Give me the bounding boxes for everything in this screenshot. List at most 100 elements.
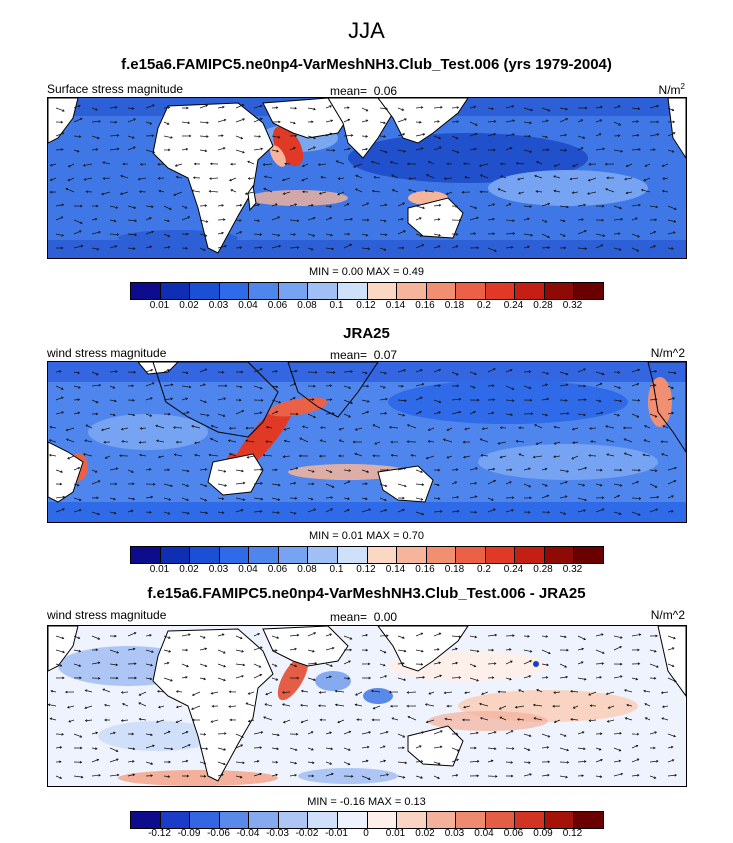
wind-vector bbox=[451, 371, 459, 376]
wind-vector-head bbox=[674, 679, 677, 683]
wind-vector-head bbox=[258, 135, 262, 138]
wind-vector bbox=[469, 121, 478, 126]
wind-vector-head bbox=[275, 760, 279, 764]
wind-vector-head bbox=[175, 175, 179, 179]
wind-vector bbox=[325, 371, 335, 373]
wind-vector-head bbox=[223, 469, 227, 473]
wind-vector-head bbox=[599, 483, 603, 487]
wind-vector bbox=[73, 412, 80, 415]
wind-vector bbox=[104, 704, 111, 707]
wind-vector-head bbox=[186, 411, 190, 414]
wind-vector bbox=[481, 454, 489, 457]
wind-vector-head bbox=[350, 370, 354, 373]
wind-vector bbox=[487, 760, 494, 763]
wind-vector-head bbox=[62, 495, 66, 499]
wind-vector bbox=[271, 733, 280, 736]
wind-vector bbox=[433, 245, 441, 249]
wind-vector bbox=[355, 691, 363, 696]
wind-vector-head bbox=[509, 468, 513, 472]
colorbar-swatch bbox=[485, 547, 516, 563]
wind-vector bbox=[289, 482, 296, 485]
wind-vector bbox=[451, 135, 458, 140]
wind-vector-head bbox=[655, 205, 659, 209]
wind-vector-head bbox=[60, 120, 64, 124]
wind-vector-head bbox=[493, 508, 496, 512]
wind-vector-head bbox=[240, 744, 244, 747]
wind-vector-head bbox=[402, 636, 405, 639]
colorbar-swatch bbox=[367, 812, 398, 828]
wind-vector bbox=[271, 483, 281, 486]
wind-vector bbox=[120, 175, 129, 179]
wind-vector-head bbox=[636, 758, 640, 761]
wind-vector bbox=[631, 677, 638, 680]
wind-vector bbox=[228, 440, 237, 443]
wind-vector bbox=[361, 634, 368, 637]
wind-vector-head bbox=[133, 206, 137, 209]
wind-vector-head bbox=[499, 426, 503, 429]
wind-vector bbox=[91, 469, 98, 473]
wind-vector-head bbox=[606, 720, 610, 723]
panel-2-wind-vectors bbox=[48, 368, 677, 516]
wind-vector-head bbox=[564, 133, 568, 137]
wind-vector-head bbox=[368, 676, 372, 680]
wind-vector-head bbox=[660, 440, 664, 444]
wind-vector-head bbox=[590, 440, 593, 443]
wind-vector-head bbox=[277, 511, 280, 514]
colorbar-swatch bbox=[574, 812, 603, 828]
wind-vector bbox=[343, 747, 351, 751]
wind-vector bbox=[127, 233, 137, 236]
wind-vector bbox=[559, 134, 567, 137]
wind-vector bbox=[55, 635, 64, 639]
wind-vector-head bbox=[348, 386, 352, 389]
wind-vector-head bbox=[566, 648, 569, 652]
wind-vector-head bbox=[348, 147, 351, 151]
wind-vector bbox=[523, 205, 532, 207]
wind-vector-head bbox=[98, 383, 102, 387]
wind-vector-head bbox=[386, 773, 389, 777]
wind-vector-head bbox=[313, 632, 317, 635]
wind-vector bbox=[266, 426, 273, 429]
wind-vector-head bbox=[438, 136, 442, 140]
wind-vector bbox=[505, 761, 513, 763]
wind-vector bbox=[497, 441, 507, 444]
wind-vector-head bbox=[584, 106, 588, 110]
wind-vector bbox=[109, 468, 118, 471]
wind-vector bbox=[553, 691, 561, 694]
wind-vector bbox=[109, 663, 118, 666]
wind-vector bbox=[392, 189, 399, 193]
wind-vector-head bbox=[499, 455, 503, 459]
wind-vector bbox=[487, 247, 497, 252]
wind-vector bbox=[667, 132, 676, 137]
wind-vector bbox=[379, 745, 386, 749]
wind-vector bbox=[645, 717, 651, 721]
wind-vector bbox=[649, 245, 656, 249]
wind-vector-head bbox=[584, 398, 587, 402]
wind-vector-head bbox=[384, 233, 388, 237]
wind-vector bbox=[559, 511, 566, 515]
wind-vector-head bbox=[402, 133, 406, 136]
wind-vector bbox=[397, 467, 406, 471]
wind-vector-head bbox=[155, 720, 159, 724]
wind-vector-head bbox=[671, 510, 674, 513]
wind-vector bbox=[253, 148, 263, 151]
wind-vector bbox=[253, 760, 260, 763]
wind-vector-head bbox=[671, 664, 675, 668]
wind-vector-head bbox=[191, 425, 194, 428]
wind-vector-head bbox=[509, 677, 512, 681]
wind-vector bbox=[145, 246, 152, 249]
wind-vector-head bbox=[512, 232, 516, 235]
wind-vector-head bbox=[221, 773, 224, 777]
wind-vector bbox=[559, 107, 568, 110]
wind-vector bbox=[649, 105, 659, 109]
wind-vector-head bbox=[296, 412, 299, 416]
wind-vector-head bbox=[150, 368, 154, 372]
wind-vector bbox=[667, 774, 677, 777]
wind-vector bbox=[379, 135, 386, 137]
wind-vector bbox=[361, 135, 368, 137]
wind-vector-head bbox=[510, 660, 513, 663]
wind-vector-head bbox=[599, 382, 603, 386]
wind-vector bbox=[631, 107, 640, 110]
wind-vector-head bbox=[68, 720, 71, 723]
wind-vector bbox=[175, 163, 183, 167]
wind-vector-head bbox=[134, 233, 138, 237]
